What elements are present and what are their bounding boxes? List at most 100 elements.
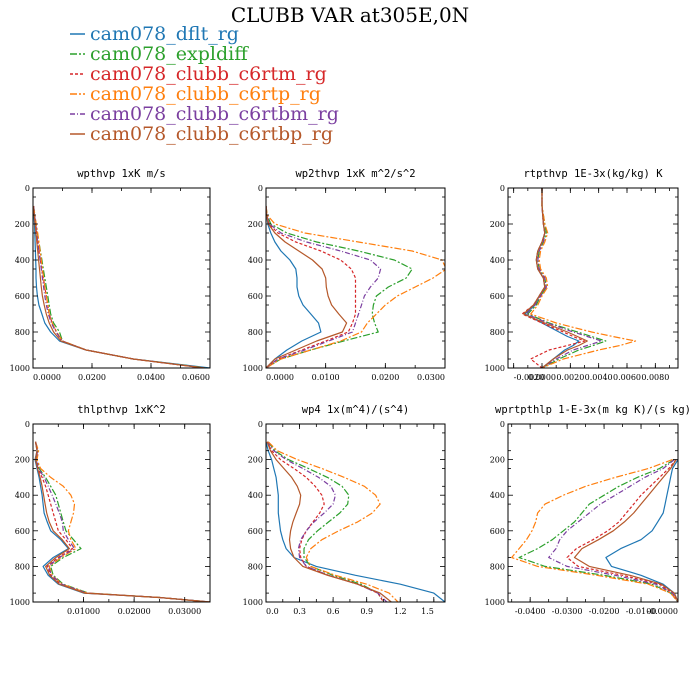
- y-tick-label: 400: [15, 491, 30, 500]
- series-line: [34, 441, 210, 602]
- x-tick-label: 0.0080: [641, 373, 669, 382]
- x-tick-label: 0.0000: [266, 373, 294, 382]
- legend-entry: cam078_clubb_c6rtbm_rg: [70, 103, 339, 125]
- y-tick-label: 200: [490, 220, 505, 229]
- series-group: [511, 459, 678, 602]
- x-tick-label: -0.0200: [589, 607, 620, 616]
- x-tick-label: -0.0000: [647, 607, 678, 616]
- x-tick-label: 0.0100: [312, 373, 340, 382]
- y-tick-label: 400: [248, 491, 263, 500]
- plot-frame: [265, 423, 446, 603]
- x-tick-label: -0.0020: [514, 373, 545, 382]
- legend-entry: cam078_clubb_c6rtbp_rg: [70, 123, 333, 145]
- y-tick-label: 1000: [243, 598, 263, 607]
- y-tick-label: 1000: [485, 364, 505, 373]
- series-line: [511, 459, 678, 602]
- legend-entry: cam078_clubb_c6rtp_rg: [70, 83, 321, 105]
- series-line: [525, 188, 603, 368]
- series-line: [33, 205, 205, 368]
- series-line: [266, 205, 357, 368]
- legend-label: cam078_clubb_c6rtp_rg: [90, 83, 321, 105]
- series-line: [33, 205, 210, 368]
- series-line: [266, 205, 382, 368]
- y-tick-label: 800: [15, 328, 30, 337]
- legend-label: cam078_clubb_c6rtbp_rg: [90, 123, 333, 145]
- series-line: [522, 188, 588, 368]
- series-line: [530, 188, 637, 368]
- series-line: [266, 441, 388, 602]
- y-tick-label: 800: [248, 562, 263, 571]
- series-line: [573, 459, 678, 602]
- x-tick-label: -0.0400: [515, 607, 546, 616]
- panel-title: wp4 1x(m^4)/(s^4): [302, 404, 409, 416]
- panel-title: rtpthvp 1E-3x(kg/kg) K: [523, 168, 663, 180]
- x-tick-label: 0.3: [293, 607, 306, 616]
- legend-label: cam078_clubb_c6rtm_rg: [90, 63, 327, 85]
- series-line: [566, 459, 678, 602]
- x-tick-label: 0.0000: [528, 373, 556, 382]
- panel-4: thlpthvp 1xK^2 0 200 400 600 800 1000 0.01000 0.…: [10, 404, 211, 616]
- series-line: [266, 205, 445, 368]
- series-line: [266, 441, 392, 602]
- y-tick-label: 200: [15, 456, 30, 465]
- legend-label: cam078_expldiff: [90, 43, 249, 65]
- series-line: [267, 441, 385, 602]
- series-line: [33, 205, 205, 368]
- series-line: [266, 441, 445, 602]
- y-tick-label: 0: [500, 420, 505, 429]
- series-line: [524, 188, 580, 368]
- y-tick-label: 200: [490, 456, 505, 465]
- series-line: [266, 205, 322, 368]
- x-tick-label: 1.5: [421, 607, 434, 616]
- panel-title: wprtpthlp 1-E-3x(m kg K)/(s kg): [495, 404, 691, 416]
- y-tick-label: 600: [248, 527, 263, 536]
- plot-frame: [507, 423, 679, 603]
- legend-label: cam078_clubb_c6rtbm_rg: [90, 103, 339, 125]
- y-tick-label: 600: [248, 292, 263, 301]
- series-line: [33, 205, 208, 368]
- y-tick-label: 800: [490, 328, 505, 337]
- y-tick-label: 0: [500, 184, 505, 193]
- series-group: [33, 205, 210, 368]
- series-group: [266, 441, 445, 602]
- plot-frame: [32, 423, 211, 603]
- x-tick-label: 0.0020: [556, 373, 584, 382]
- series-group: [266, 205, 445, 368]
- x-tick-label: 0.0: [266, 607, 279, 616]
- panel-3: rtpthvp 1E-3x(kg/kg) K 0 200 400 600 800 1000-…: [485, 168, 679, 382]
- x-tick-label: -0.0300: [552, 607, 583, 616]
- y-tick-label: 0: [25, 420, 30, 429]
- x-tick-label: 0.0200: [371, 373, 399, 382]
- x-tick-label: 0.0400: [137, 373, 165, 382]
- y-tick-label: 400: [490, 491, 505, 500]
- x-tick-label: 0.0040: [585, 373, 613, 382]
- panel-2: wp2thvp 1xK m^2/s^2 0 200 400 600 800 10000.00…: [243, 168, 446, 382]
- y-tick-label: 200: [248, 456, 263, 465]
- y-tick-label: 800: [15, 562, 30, 571]
- y-tick-label: 400: [490, 256, 505, 265]
- series-line: [34, 441, 210, 602]
- y-tick-label: 600: [15, 292, 30, 301]
- y-tick-label: 400: [15, 256, 30, 265]
- x-tick-label: 0.03000: [168, 607, 201, 616]
- series-line: [527, 188, 607, 368]
- x-tick-label: 0.0200: [78, 373, 106, 382]
- legend-entry: cam078_clubb_c6rtm_rg: [70, 63, 327, 85]
- y-tick-label: 600: [490, 527, 505, 536]
- x-tick-label: 0.01000: [67, 607, 100, 616]
- series-line: [518, 459, 678, 602]
- x-tick-label: -0.0100: [626, 607, 657, 616]
- series-line: [34, 441, 210, 602]
- series-line: [33, 205, 205, 368]
- x-tick-label: 0.02000: [118, 607, 151, 616]
- y-tick-label: 0: [258, 184, 263, 193]
- y-tick-label: 200: [248, 220, 263, 229]
- y-tick-label: 600: [490, 292, 505, 301]
- figure-title: CLUBB VAR at305E,0N: [231, 3, 469, 27]
- legend-label: cam078_dflt_rg: [90, 23, 239, 45]
- y-tick-label: 0: [258, 420, 263, 429]
